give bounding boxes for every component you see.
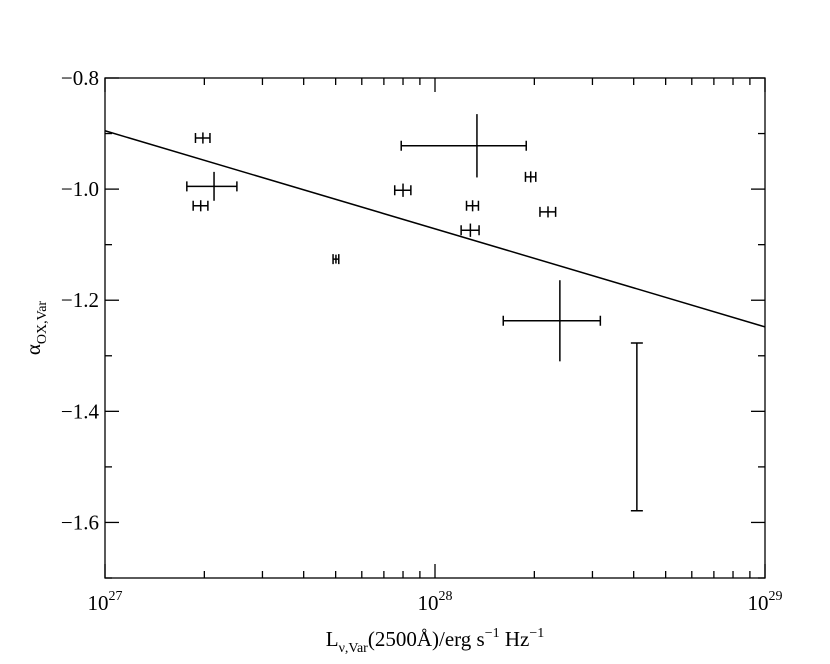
- fit-line: [104, 130, 766, 328]
- x-tick-label: 1028: [418, 589, 453, 615]
- data-point: [186, 171, 238, 201]
- y-axis-label-part: OX,Var: [35, 301, 50, 344]
- data-point: [332, 254, 340, 265]
- x-tick-base: 10: [88, 591, 109, 615]
- x-error-bar: [502, 315, 602, 326]
- data-point: [465, 200, 480, 212]
- y-axis-label-part: α: [21, 344, 45, 355]
- x-tick-exponent: 27: [109, 589, 123, 604]
- data-point: [524, 171, 537, 183]
- x-axis-label-part: Hz: [500, 627, 530, 651]
- x-axis-label: Lν,Var(2500Å)/erg s−1 Hz−1: [326, 626, 545, 656]
- data-point: [192, 200, 209, 212]
- data-point: [194, 132, 211, 144]
- y-tick-label: −0.8: [61, 66, 99, 90]
- x-axis-label-part: L: [326, 627, 339, 651]
- y-tick-label: −1.0: [61, 177, 99, 201]
- x-tick-exponent: 28: [439, 589, 453, 604]
- x-tick-exponent: 29: [769, 589, 783, 604]
- data-point: [630, 342, 643, 512]
- x-error-bar: [186, 181, 238, 192]
- y-tick-label: −1.6: [61, 510, 99, 534]
- x-axis-label-part: −1: [485, 626, 500, 641]
- x-tick-label: 1029: [748, 589, 783, 615]
- x-tick-label: 1027: [88, 589, 123, 615]
- x-axis-label-part: ν,Var: [339, 641, 369, 656]
- x-tick-base: 10: [418, 591, 439, 615]
- data-point: [400, 114, 527, 178]
- y-error-bar: [630, 342, 643, 512]
- y-tick-label: −1.2: [61, 288, 99, 312]
- data-point: [393, 183, 412, 197]
- x-axis-label-part: (2500Å)/erg s: [368, 627, 485, 651]
- data-point: [539, 206, 557, 218]
- y-axis-label: αOX,Var: [21, 301, 50, 356]
- x-tick-base: 10: [748, 591, 769, 615]
- x-error-bar: [400, 140, 527, 151]
- data-point: [502, 280, 602, 362]
- x-axis-label-part: −1: [529, 626, 544, 641]
- y-tick-label: −1.4: [61, 399, 100, 423]
- data-point: [460, 223, 480, 237]
- plot-frame: [104, 77, 766, 579]
